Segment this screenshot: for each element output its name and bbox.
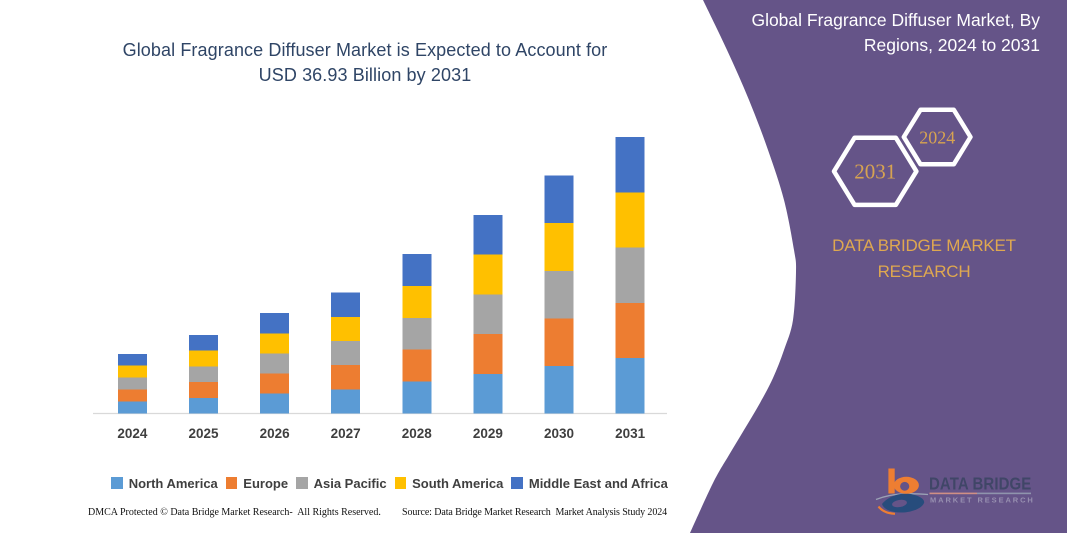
- svg-text:DATA BRIDGE: DATA BRIDGE: [929, 473, 1031, 494]
- svg-text:MARKET RESEARCH: MARKET RESEARCH: [930, 496, 1035, 505]
- svg-text:2031: 2031: [854, 160, 896, 184]
- svg-text:2024: 2024: [919, 128, 955, 148]
